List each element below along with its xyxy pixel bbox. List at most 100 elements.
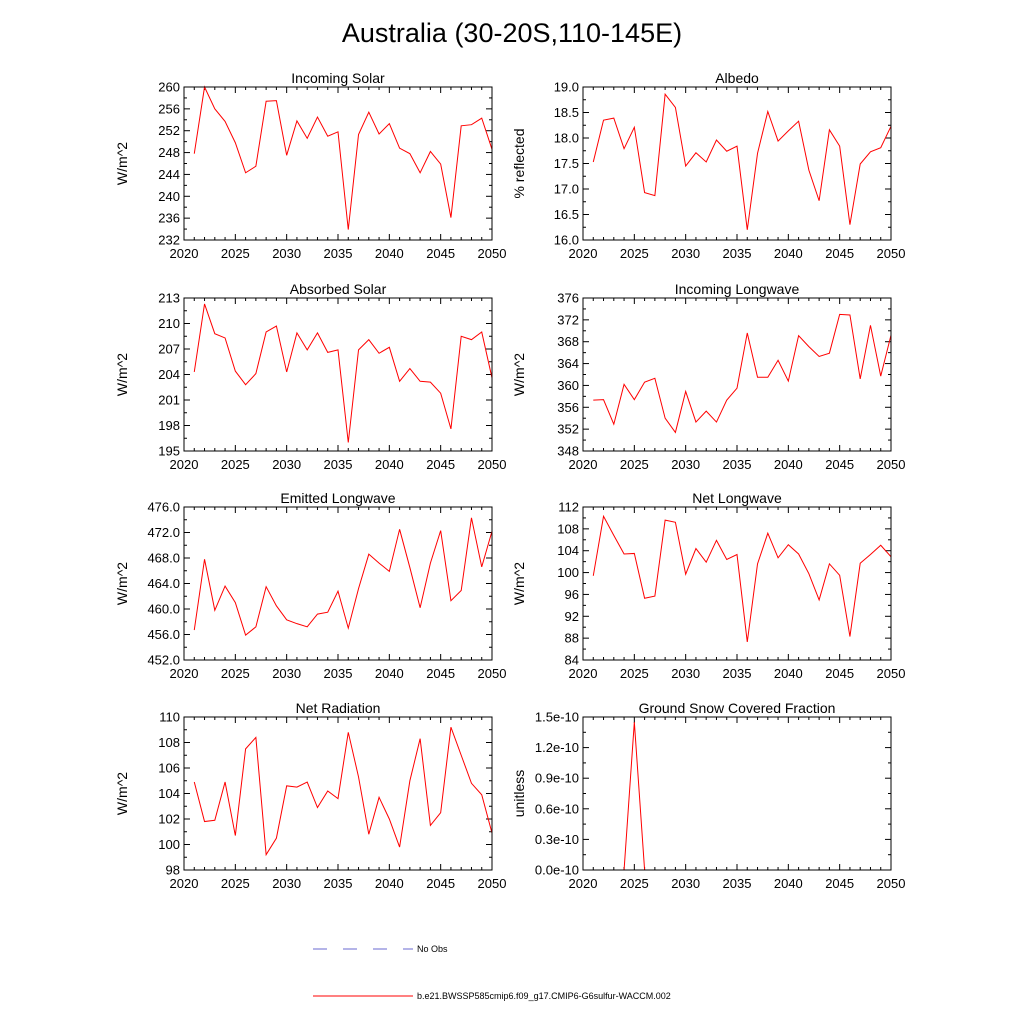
- y-tick-label: 232: [158, 233, 180, 248]
- y-tick-label: 210: [158, 316, 180, 331]
- y-tick-label: 0.9e-10: [535, 771, 579, 786]
- x-tick-label: 2020: [569, 876, 598, 891]
- x-tick-label: 2030: [671, 876, 700, 891]
- x-tick-label: 2035: [324, 666, 353, 681]
- y-tick-label: 204: [158, 367, 180, 382]
- y-tick-label: 195: [158, 444, 180, 459]
- panel-absorbed-solar: Absorbed Solar W/m^2 2020 2025 2030 2035 2040 2…: [114, 281, 506, 472]
- x-tick-label: 2045: [426, 666, 455, 681]
- x-tick-label: 2020: [569, 246, 598, 261]
- y-tick-label: 207: [158, 342, 180, 357]
- x-tick-label: 2045: [825, 876, 854, 891]
- panel-incoming-solar: Incoming Solar W/m^2 2020 2025 2030 2035 2040 2…: [114, 70, 506, 261]
- y-tick-label: 108: [158, 735, 180, 750]
- y-tick-label: 84: [565, 653, 579, 668]
- y-axis-label: W/m^2: [114, 142, 130, 185]
- x-tick-label: 2040: [774, 876, 803, 891]
- x-tick-label: 2035: [723, 666, 752, 681]
- x-tick-label: 2025: [620, 666, 649, 681]
- y-tick-label: 213: [158, 291, 180, 306]
- y-tick-label: 18.0: [554, 131, 579, 146]
- panel-title: Net Radiation: [296, 700, 381, 716]
- plot-frame: [183, 297, 493, 452]
- x-tick-label: 2040: [774, 666, 803, 681]
- y-tick-label: 16.0: [554, 233, 579, 248]
- x-tick-label: 2045: [825, 666, 854, 681]
- panel-title: Incoming Solar: [291, 70, 385, 86]
- x-tick-label: 2030: [671, 246, 700, 261]
- x-tick-label: 2050: [478, 666, 507, 681]
- x-tick-label: 2030: [272, 457, 301, 472]
- x-tick-label: 2035: [324, 457, 353, 472]
- plot-frame: [183, 86, 493, 241]
- x-tick-label: 2025: [221, 876, 250, 891]
- panel-emitted-longwave: Emitted Longwave W/m^2 2020 2025 2030 2035 204…: [114, 490, 506, 681]
- x-tick-label: 2040: [375, 876, 404, 891]
- y-tick-label: 372: [557, 312, 579, 327]
- y-tick-label: 16.5: [554, 207, 579, 222]
- y-tick-label: 102: [158, 812, 180, 827]
- x-tick-label: 2040: [774, 246, 803, 261]
- panel-title: Net Longwave: [692, 490, 782, 506]
- x-tick-label: 2050: [478, 246, 507, 261]
- y-tick-label: 92: [565, 609, 579, 624]
- y-tick-label: 460.0: [147, 602, 180, 617]
- y-axis-label: W/m^2: [511, 353, 527, 396]
- x-tick-label: 2040: [375, 246, 404, 261]
- x-tick-label: 2045: [426, 457, 455, 472]
- y-tick-label: 360: [557, 378, 579, 393]
- x-tick-label: 2020: [170, 876, 199, 891]
- x-tick-label: 2025: [620, 457, 649, 472]
- x-tick-label: 2050: [478, 457, 507, 472]
- plot-frame: [582, 297, 892, 452]
- y-tick-label: 0.6e-10: [535, 801, 579, 816]
- y-tick-label: 1.5e-10: [535, 710, 579, 725]
- y-tick-label: 456.0: [147, 627, 180, 642]
- y-tick-label: 198: [158, 418, 180, 433]
- panel-title: Ground Snow Covered Fraction: [639, 700, 836, 716]
- series-line: [193, 303, 493, 443]
- y-tick-label: 356: [557, 400, 579, 415]
- series-line: [193, 517, 493, 636]
- x-tick-label: 2030: [671, 457, 700, 472]
- x-tick-label: 2025: [620, 246, 649, 261]
- x-tick-label: 2050: [877, 246, 906, 261]
- y-tick-label: 108: [557, 521, 579, 536]
- panel-net-longwave: Net Longwave W/m^2 2020 2025 2030 2035 2040 204…: [511, 490, 905, 681]
- series-line: [193, 85, 493, 230]
- y-axis-label: W/m^2: [114, 772, 130, 815]
- y-tick-label: 348: [557, 444, 579, 459]
- y-tick-label: 106: [158, 761, 180, 776]
- y-tick-label: 472.0: [147, 525, 180, 540]
- x-tick-label: 2045: [825, 246, 854, 261]
- y-tick-label: 18.5: [554, 105, 579, 120]
- y-tick-label: 96: [565, 587, 579, 602]
- panel-net-radiation: Net Radiation W/m^2 2020 2025 2030 2035 2040 20…: [114, 700, 506, 891]
- plot-frame: [183, 506, 493, 661]
- x-tick-label: 2050: [877, 666, 906, 681]
- x-tick-label: 2020: [170, 666, 199, 681]
- x-tick-label: 2025: [221, 666, 250, 681]
- panels: Incoming Solar W/m^2 2020 2025 2030 2035 2040 2…: [114, 70, 905, 891]
- panel-incoming-longwave: Incoming Longwave W/m^2 2020 2025 2030 2035 20…: [511, 281, 905, 472]
- y-tick-label: 452.0: [147, 653, 180, 668]
- y-axis-label: W/m^2: [511, 562, 527, 605]
- y-tick-label: 112: [558, 500, 579, 515]
- y-tick-label: 468.0: [147, 551, 180, 566]
- panel-albedo: Albedo % reflected 2020 2025 2030 2035 2040 204…: [511, 70, 905, 261]
- legend: No Obs b.e21.BWSSP585cmip6.f09_g17.CMIP6…: [313, 944, 671, 1001]
- x-tick-label: 2050: [877, 457, 906, 472]
- panel-ground-snow-covered-fraction: Ground Snow Covered Fraction unitless 2020…: [511, 700, 905, 891]
- x-tick-label: 2035: [723, 876, 752, 891]
- x-tick-label: 2025: [221, 457, 250, 472]
- series-line: [593, 313, 892, 434]
- y-tick-label: 19.0: [554, 80, 579, 95]
- y-tick-label: 476.0: [147, 500, 180, 515]
- x-tick-label: 2040: [375, 666, 404, 681]
- y-tick-label: 100: [557, 565, 579, 580]
- y-tick-label: 256: [158, 101, 180, 116]
- x-tick-label: 2030: [272, 876, 301, 891]
- x-tick-label: 2050: [877, 876, 906, 891]
- y-tick-label: 0.3e-10: [535, 832, 579, 847]
- series-line: [593, 722, 891, 871]
